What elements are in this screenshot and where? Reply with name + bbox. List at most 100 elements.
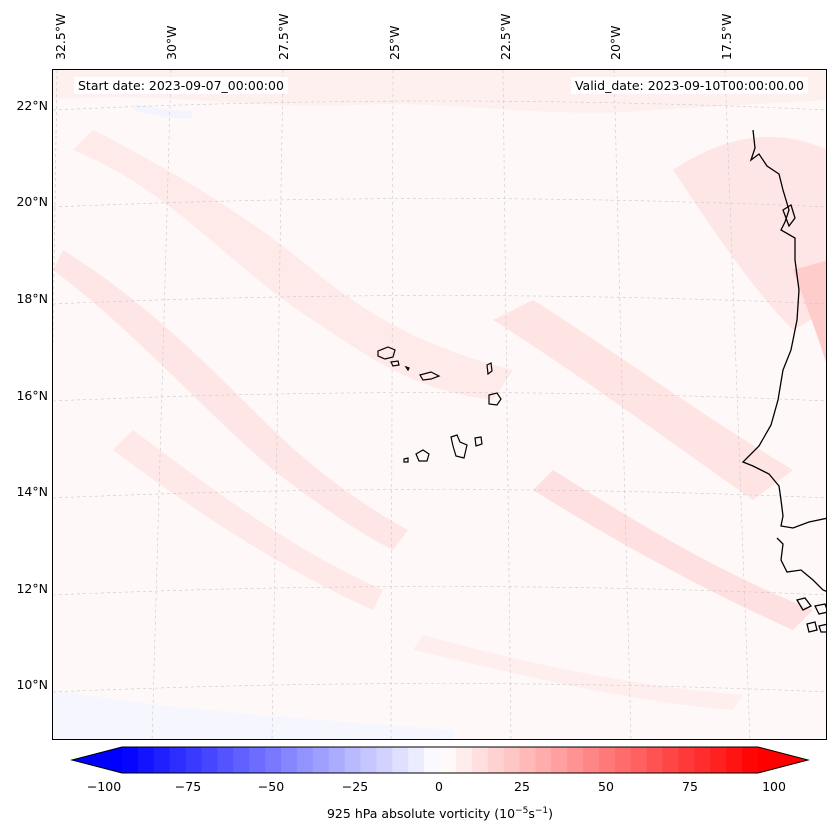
- colorbar-cell: [312, 747, 330, 773]
- gridline-lat-10: [53, 683, 826, 693]
- colorbar-tick: −75: [174, 779, 202, 794]
- colorbar-outline: [70, 746, 810, 774]
- island-santiago: [450, 434, 468, 459]
- field-band-2: [53, 250, 408, 550]
- colorbar-extend-max: [758, 747, 808, 773]
- colorbar-label: 925 hPa absolute vorticity (10−5s−1): [0, 806, 837, 821]
- field-band-3: [113, 430, 383, 610]
- colorbar-label-exp2: −1: [534, 806, 549, 816]
- map-canvas: [53, 70, 826, 739]
- cape-verde-islands: [377, 346, 502, 463]
- colorbar-cell: [742, 747, 759, 773]
- colorbar-cell: [424, 747, 441, 773]
- field-neg-north: [133, 104, 193, 119]
- colorbar-tick: 100: [762, 779, 786, 794]
- coastline-mauritania-senegal: [741, 129, 826, 529]
- lat-label-18n: 18°N: [16, 291, 48, 306]
- colorbar-cell: [185, 747, 202, 773]
- gridline-lon-22.5: [502, 70, 512, 739]
- colorbar-cell: [408, 747, 425, 773]
- colorbar-label-mid: s: [528, 806, 535, 822]
- colorbar: [70, 746, 810, 774]
- island-sao-nicolau: [419, 371, 441, 381]
- colorbar-cell: [328, 747, 346, 773]
- gridline-lon-20: [613, 70, 632, 739]
- colorbar-cell: [503, 747, 520, 773]
- gridline-lon-27.5: [271, 70, 284, 739]
- lon-label-22.5w: 22.5°W: [498, 13, 513, 60]
- island-fogo: [415, 449, 430, 462]
- colorbar-cell: [360, 747, 377, 773]
- colorbar-cell: [217, 747, 234, 773]
- lon-label-32.5w: 32.5°W: [53, 13, 68, 60]
- field-max-coast: [793, 260, 826, 363]
- coastline-islet-1: [795, 597, 812, 611]
- colorbar-cells: [72, 747, 808, 773]
- colorbar-cell: [471, 747, 489, 773]
- colorbar-cell: [265, 747, 282, 773]
- lat-label-10n: 10°N: [16, 677, 48, 692]
- lat-label-14n: 14°N: [16, 484, 48, 499]
- colorbar-extend-min: [72, 747, 122, 773]
- coastline-guinea-bissau: [776, 537, 826, 592]
- colorbar-cell: [726, 747, 743, 773]
- field-band-4: [493, 300, 793, 500]
- lat-label-12n: 12°N: [16, 581, 48, 596]
- colorbar-label-text: 925 hPa absolute vorticity (10: [326, 806, 516, 822]
- colorbar-cell: [519, 747, 536, 773]
- island-santo-antao: [377, 346, 396, 360]
- colorbar-cell: [599, 747, 616, 773]
- colorbar-tick: 0: [435, 779, 443, 794]
- coastline-banc-arguin: [782, 204, 796, 228]
- field-band-5: [533, 470, 813, 630]
- lon-label-30w: 30°W: [164, 25, 179, 60]
- map-plot-area[interactable]: [52, 69, 827, 740]
- colorbar-cell: [662, 747, 679, 773]
- colorbar-cell: [710, 747, 727, 773]
- field-neg-south: [53, 690, 453, 739]
- valid-date-label: Valid_date: 2023-09-10T00:00:00.00: [570, 77, 808, 94]
- lon-label-27.5w: 27.5°W: [276, 13, 291, 60]
- colorbar-cell: [122, 747, 139, 773]
- island-boa-vista: [488, 392, 502, 406]
- gridline-lat-20: [53, 198, 826, 208]
- start-date-label: Start date: 2023-09-07_00:00:00: [74, 77, 288, 94]
- island-santa-luzia: [404, 365, 410, 372]
- coastline-islet-3: [806, 621, 818, 633]
- african-coastline: [741, 129, 826, 633]
- colorbar-tick: −25: [341, 779, 369, 794]
- colorbar-cell: [201, 747, 218, 773]
- colorbar-cell: [583, 747, 600, 773]
- colorbar-cell: [455, 747, 473, 773]
- colorbar-cell: [169, 747, 187, 773]
- colorbar-cell: [646, 747, 664, 773]
- colorbar-label-exp1: −5: [515, 806, 529, 816]
- coastline-islet-2: [814, 603, 826, 615]
- colorbar-cell: [614, 747, 632, 773]
- island-maio: [474, 436, 483, 447]
- colorbar-tick: −100: [86, 779, 122, 794]
- colorbar-cell: [487, 747, 505, 773]
- lat-label-16n: 16°N: [16, 388, 48, 403]
- island-sao-vicente: [390, 360, 400, 367]
- colorbar-tick: 25: [514, 779, 530, 794]
- colorbar-cell: [440, 747, 457, 773]
- colorbar-tick: 75: [682, 779, 698, 794]
- colorbar-cell: [153, 747, 171, 773]
- colorbar-cell: [344, 747, 361, 773]
- island-sal: [486, 362, 493, 376]
- colorbar-cell: [296, 747, 314, 773]
- colorbar-cell: [535, 747, 552, 773]
- vorticity-field: [53, 70, 826, 739]
- colorbar-cell: [678, 747, 695, 773]
- graticule: [53, 70, 826, 739]
- colorbar-label-end: ): [548, 806, 553, 822]
- colorbar-cell: [630, 747, 648, 773]
- colorbar-cell: [137, 747, 155, 773]
- gridline-lat-18: [53, 295, 826, 305]
- lon-label-25w: 25°W: [387, 25, 402, 60]
- gridline-lon-17.5: [724, 70, 751, 739]
- field-band-east: [673, 136, 826, 330]
- colorbar-cell: [376, 747, 393, 773]
- gridline-lat-16: [53, 392, 826, 402]
